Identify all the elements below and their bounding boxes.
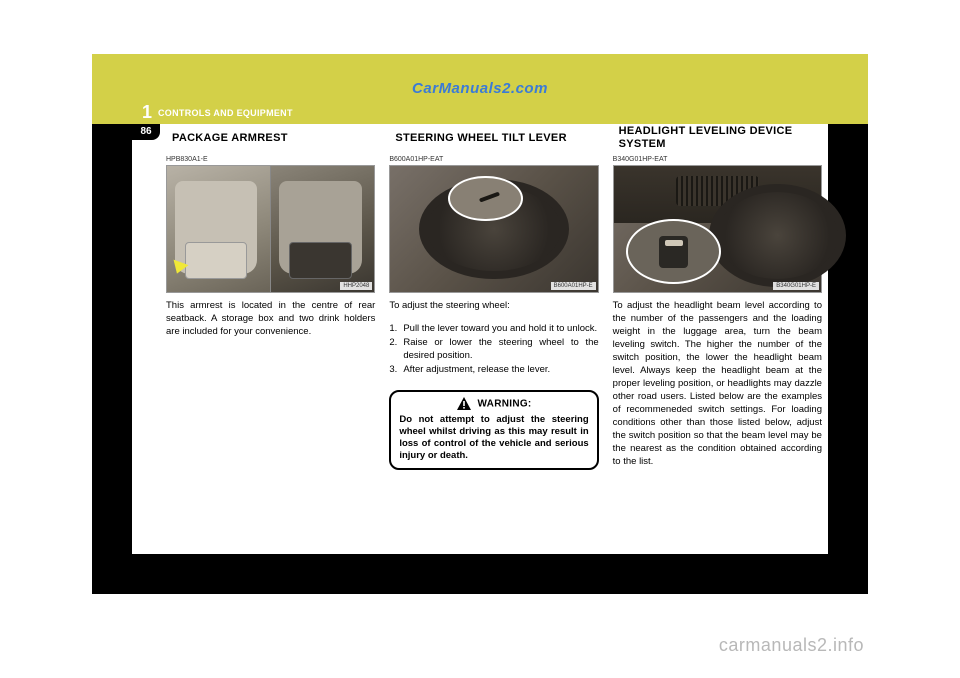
page-area: 86 PACKAGE ARMREST HPB830A1-E	[132, 124, 828, 554]
column-3: HEADLIGHT LEVELING DEVICE SYSTEM B340G01…	[613, 124, 822, 470]
section-label: CONTROLS AND EQUIPMENT	[158, 108, 293, 118]
warning-icon	[456, 396, 472, 412]
steering-wheel-shape	[709, 184, 846, 287]
figure-label: B340G01HP-E	[773, 282, 819, 290]
tilt-lever-shape	[479, 191, 500, 202]
ref-code: B340G01HP-EAT	[613, 156, 822, 163]
heading-text: HEADLIGHT LEVELING DEVICE SYSTEM	[613, 124, 822, 152]
heading-pill: HEADLIGHT LEVELING DEVICE SYSTEM	[613, 124, 822, 152]
ref-code: B600A01HP-EAT	[389, 156, 598, 163]
column-2: STEERING WHEEL TILT LEVER B600A01HP-EAT …	[389, 124, 598, 470]
step-list: 1. Pull the lever toward you and hold it…	[389, 322, 598, 376]
list-item: 2. Raise or lower the steering wheel to …	[389, 336, 598, 362]
list-text: After adjustment, release the lever.	[403, 363, 598, 376]
warning-title: WARNING:	[399, 396, 588, 412]
figure-left-panel	[167, 166, 271, 292]
column-1: PACKAGE ARMREST HPB830A1-E HHP2048 Thi	[166, 124, 375, 470]
body-text: This armrest is located in the centre of…	[166, 299, 375, 338]
list-item: 1. Pull the lever toward you and hold it…	[389, 322, 598, 335]
warning-body: Do not attempt to adjust the steering wh…	[399, 414, 588, 462]
callout-circle	[626, 219, 721, 285]
heading-text: STEERING WHEEL TILT LEVER	[389, 124, 598, 152]
watermark-top: CarManuals2.com	[412, 80, 548, 97]
armrest-shape	[185, 242, 247, 280]
callout-circle	[448, 176, 523, 221]
list-number: 2.	[389, 336, 403, 362]
list-number: 1.	[389, 322, 403, 335]
list-number: 3.	[389, 363, 403, 376]
heading-pill: STEERING WHEEL TILT LEVER	[389, 124, 598, 152]
figure-armrest: HHP2048	[166, 165, 375, 293]
figure-headlight-switch: B340G01HP-E	[613, 165, 822, 293]
page-frame: CarManuals2.com 1 CONTROLS AND EQUIPMENT…	[92, 54, 868, 594]
intro-text: To adjust the steering wheel:	[389, 299, 598, 312]
ref-code: HPB830A1-E	[166, 156, 375, 163]
columns: PACKAGE ARMREST HPB830A1-E HHP2048 Thi	[132, 124, 828, 470]
leveling-switch-shape	[659, 236, 688, 268]
figure-label: B600A01HP-E	[551, 282, 596, 290]
storage-shape	[289, 242, 351, 280]
warning-box: WARNING: Do not attempt to adjust the st…	[389, 390, 598, 470]
list-item: 3. After adjustment, release the lever.	[389, 363, 598, 376]
figure-right-panel	[271, 166, 375, 292]
chapter-number: 1	[142, 102, 152, 123]
figure-steering: B600A01HP-E	[389, 165, 598, 293]
heading-text: PACKAGE ARMREST	[166, 124, 375, 152]
warning-title-text: WARNING:	[478, 399, 532, 410]
list-text: Pull the lever toward you and hold it to…	[403, 322, 598, 335]
list-text: Raise or lower the steering wheel to the…	[403, 336, 598, 362]
heading-pill: PACKAGE ARMREST	[166, 124, 375, 152]
watermark-bottom: carmanuals2.info	[719, 635, 864, 656]
body-text: To adjust the headlight beam level accor…	[613, 299, 822, 468]
figure-label: HHP2048	[340, 282, 372, 290]
